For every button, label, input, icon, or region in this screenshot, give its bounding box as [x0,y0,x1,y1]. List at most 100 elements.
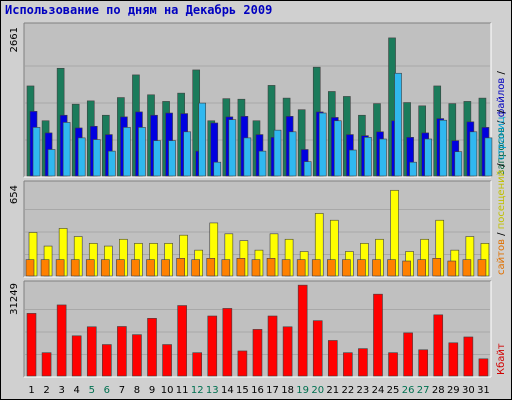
day-label: 13 [206,385,219,396]
day-label: 12 [191,385,204,396]
kbytes-bar [41,352,52,377]
sites-bar [40,259,50,277]
pages-bar [469,131,478,177]
visits-series-legend-part: сайтов [496,239,507,275]
day-label: 14 [221,385,234,396]
pages-bar [213,161,222,177]
pages-bar [62,122,71,177]
sites-bar [131,259,140,277]
visits-series-legend: сайтов / посещений / страниц / [496,109,507,275]
pages-bar [32,127,41,177]
kbytes-ymax-label: 31249 [9,283,20,315]
day-label: 23 [357,385,370,396]
sites-bar [372,259,381,277]
sites-bar [432,258,442,277]
day-label: 5 [89,385,95,396]
kbytes-bar [222,308,233,377]
kbytes-bar [132,334,142,377]
kbytes-bar [312,320,323,377]
pages-bar [409,161,417,177]
kbytes-bar [403,332,413,377]
kbytes-bar [177,305,187,377]
sites-bar [101,259,110,277]
sites-bar [402,260,411,277]
sites-bar [447,260,457,277]
sites-bar [191,259,201,277]
sites-bar [477,259,487,277]
day-label: 3 [58,385,64,396]
hits-series-legend-part: запросов [496,127,507,175]
kbytes-bar [327,340,338,377]
day-label: 2 [43,385,49,396]
kbytes-bar [282,326,293,377]
kbytes-bar [297,284,308,377]
pages-bar [318,112,327,177]
day-label: 1 [28,385,34,396]
sites-bar [206,258,216,277]
day-label: 19 [296,385,309,396]
sites-bar [221,259,231,277]
pages-bar [168,140,176,177]
sites-bar [462,259,472,277]
pages-bar [273,129,282,177]
kbytes-bar [358,348,368,377]
day-label: 22 [341,385,354,396]
pages-bar [198,102,207,177]
hits-series-legend: запросов / файлов / [496,71,507,175]
day-label: 10 [161,385,174,396]
day-label: 16 [251,385,264,396]
day-label: 30 [462,385,475,396]
kbytes-bar [448,342,459,377]
day-label: 20 [311,385,324,396]
sites-bar [342,259,351,277]
day-label: 31 [477,385,490,396]
pages-bar [454,151,463,177]
kbytes-bar [86,326,97,377]
kbytes-bar [26,313,37,377]
day-label: 26 [402,385,415,396]
pages-bar [153,140,161,177]
day-label: 4 [74,385,80,396]
kbytes-bar [418,349,428,377]
pages-bar [333,120,342,177]
day-label: 11 [176,385,189,396]
sites-bar [296,259,306,277]
day-label: 17 [266,385,279,396]
sites-bar [311,259,321,277]
hits-series-legend-part: / [496,71,507,78]
visits-series-legend-part: страниц [496,116,507,160]
kbytes-bar [147,318,157,377]
sites-bar [357,259,366,277]
pages-bar [364,137,372,177]
day-label: 15 [236,385,249,396]
sites-bar [387,259,396,277]
day-label: 8 [134,385,140,396]
day-label: 9 [149,385,155,396]
day-label: 21 [326,385,339,396]
sites-bar [146,259,155,277]
kbytes-series-legend-part: Кбайт [496,343,507,375]
hits-series-legend-part: файлов [496,78,507,118]
day-label: 6 [104,385,110,396]
sites-bar [251,259,261,277]
kbytes-bar [102,344,112,377]
pages-bar [138,127,146,177]
kbytes-bar [71,335,82,377]
hits-series-legend-part: / [496,117,507,127]
sites-bar [161,259,170,277]
visits-series-legend-part: посещений [496,170,507,229]
kbytes-bar [252,329,263,377]
visits-ymax-label: 654 [9,185,20,204]
sites-bar [25,259,35,277]
pages-bar [394,72,402,177]
day-label: 24 [372,385,385,396]
pages-bar [108,150,116,177]
hits-ymax-label: 2661 [9,27,20,52]
pages-bar [424,138,432,177]
visits-series-legend-part: / [496,229,507,239]
pages-bar [303,161,312,177]
kbytes-bar [117,326,127,377]
pages-bar [379,138,387,177]
